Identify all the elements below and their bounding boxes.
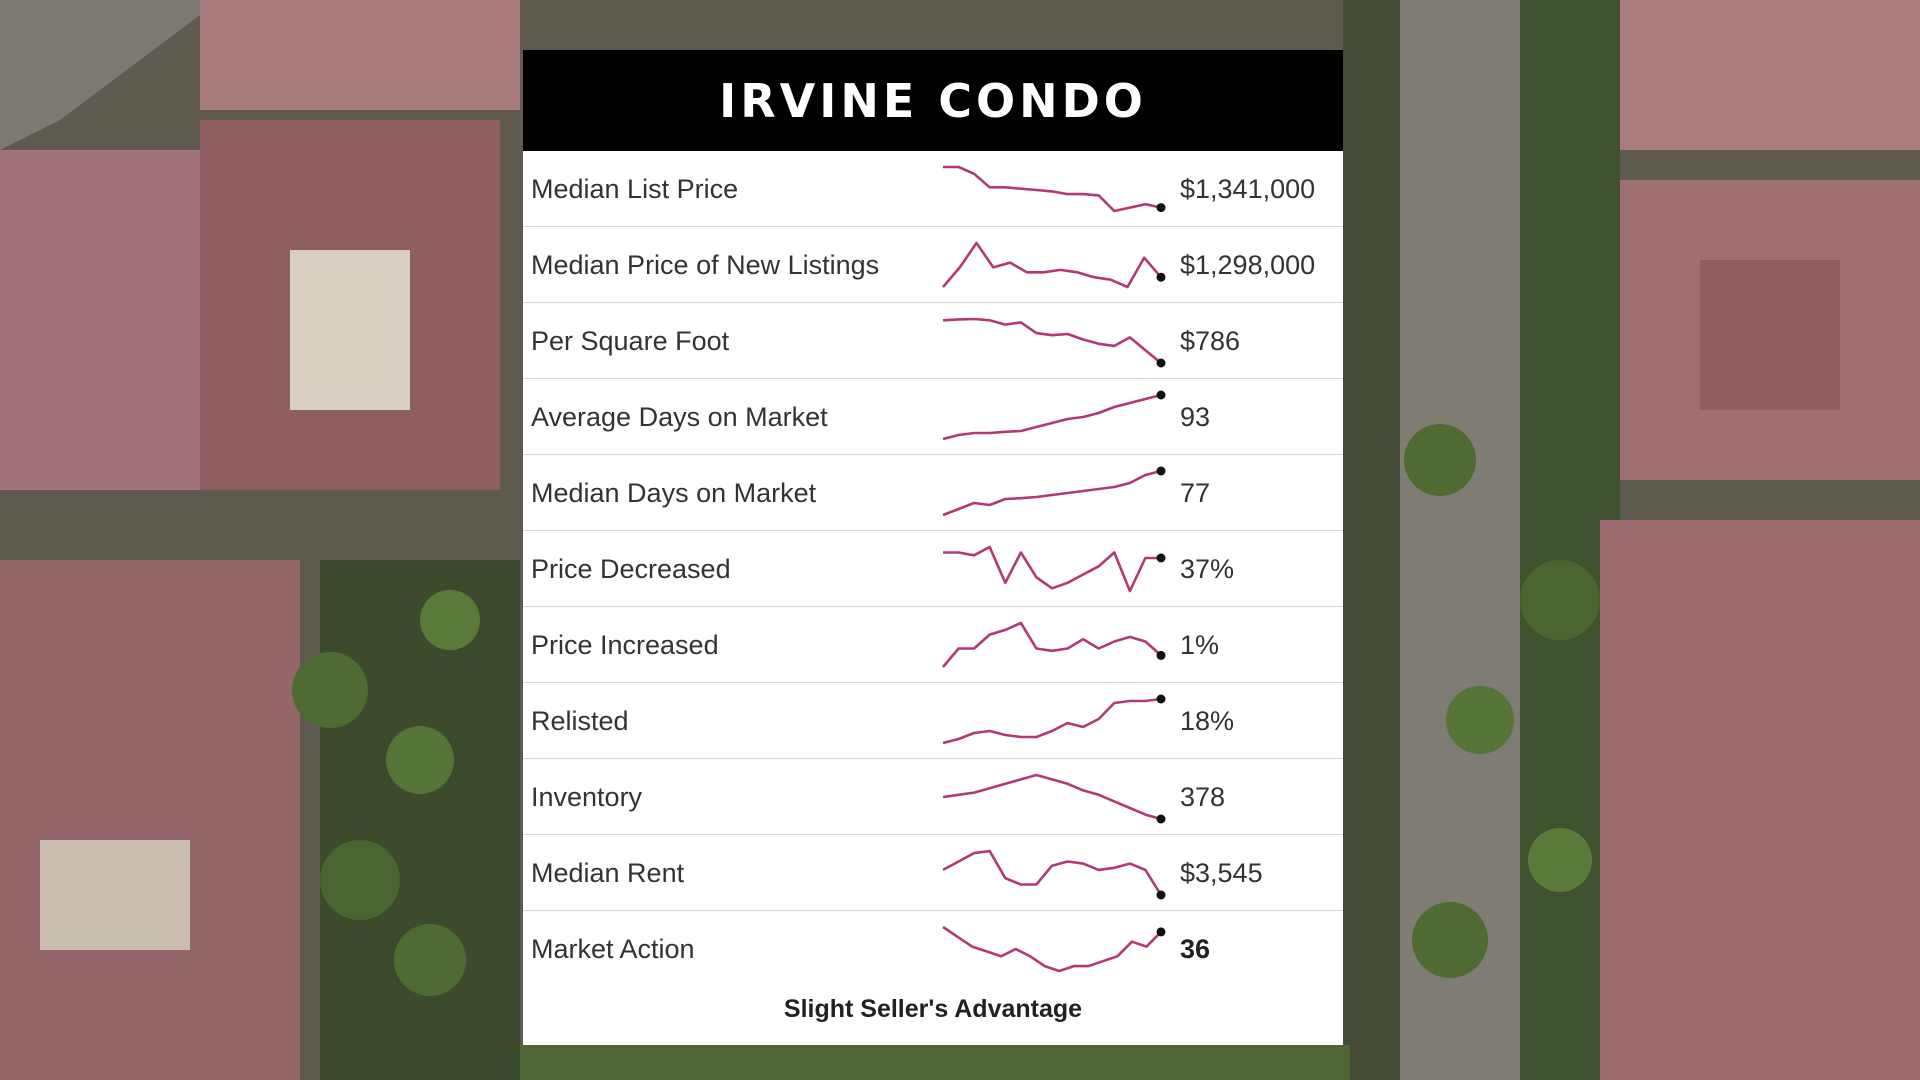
market-stats-card: IRVINE CONDO Median List Price $1,341,000… xyxy=(523,50,1343,1045)
metric-value: 77 xyxy=(1180,478,1211,508)
metric-row: Price Increased 1% xyxy=(523,607,1343,683)
metric-row: Price Decreased 37% xyxy=(523,531,1343,607)
metric-value: $786 xyxy=(1180,326,1241,356)
metric-row: Median List Price $1,341,000 xyxy=(523,151,1343,227)
metric-value: 1% xyxy=(1180,630,1220,660)
metric-label: Median Rent xyxy=(531,858,685,888)
metric-value: $3,545 xyxy=(1180,858,1263,888)
sparkline-series xyxy=(942,317,1162,365)
metric-label: Per Square Foot xyxy=(531,326,730,356)
metric-row: Per Square Foot $786 xyxy=(523,303,1343,379)
metric-value: 37% xyxy=(1180,554,1235,584)
metric-value: 378 xyxy=(1180,782,1226,812)
sparkline-series xyxy=(942,241,1162,289)
sparkline-end-point xyxy=(1156,890,1166,900)
trend-sparkline xyxy=(942,925,1166,973)
sparkline-end-point xyxy=(1156,927,1166,937)
sparkline-series xyxy=(942,773,1162,821)
card-title: IRVINE CONDO xyxy=(719,73,1147,128)
card-header: IRVINE CONDO xyxy=(523,50,1343,151)
sparkline-end-point xyxy=(1156,466,1166,476)
sparkline-series xyxy=(942,469,1162,517)
sparkline-end-point xyxy=(1156,650,1166,660)
sparkline-series xyxy=(942,697,1162,745)
trend-sparkline xyxy=(942,694,1166,745)
trend-sparkline xyxy=(943,545,1166,593)
metric-row: Median Price of New Listings $1,298,000 xyxy=(523,227,1343,303)
metrics-table: Median List Price $1,341,000 Median Price … xyxy=(523,151,1343,987)
market-condition-label: Slight Seller's Advantage xyxy=(783,995,1083,1023)
sparkline-end-point xyxy=(1156,553,1166,563)
sparkline-end-point xyxy=(1156,358,1166,368)
sparkline-series xyxy=(942,849,1163,896)
metric-row: Inventory 378 xyxy=(523,759,1343,835)
metric-label: Median Days on Market xyxy=(531,478,817,508)
metric-value: $1,298,000 xyxy=(1180,250,1316,280)
sparkline-series xyxy=(942,393,1162,441)
metric-value: 36 xyxy=(1180,934,1211,964)
metric-label: Relisted xyxy=(531,706,629,736)
metric-row: Median Rent $3,545 xyxy=(523,835,1343,911)
metric-row: Average Days on Market 93 xyxy=(523,379,1343,455)
sparkline-end-point xyxy=(1156,272,1166,282)
sparkline-end-point xyxy=(1156,694,1166,704)
trend-sparkline xyxy=(942,773,1166,824)
metric-row: Market Action 36 xyxy=(523,911,1343,987)
metric-label: Median List Price xyxy=(531,174,739,204)
metric-label: Price Decreased xyxy=(531,554,731,584)
sparkline-series xyxy=(943,545,1161,593)
metric-label: Inventory xyxy=(531,782,643,812)
trend-sparkline xyxy=(942,241,1166,289)
sparkline-series xyxy=(942,925,1162,973)
sparkline-series xyxy=(942,621,1162,668)
metric-value: $1,341,000 xyxy=(1180,174,1316,204)
trend-sparkline xyxy=(942,849,1166,900)
metric-label: Market Action xyxy=(531,934,695,964)
sparkline-end-point xyxy=(1156,203,1166,213)
metric-label: Median Price of New Listings xyxy=(531,250,880,280)
metric-row: Relisted 18% xyxy=(523,683,1343,759)
trend-sparkline xyxy=(942,317,1166,368)
metric-value: 18% xyxy=(1180,706,1235,736)
metric-row: Median Days on Market 77 xyxy=(523,455,1343,531)
sparkline-end-point xyxy=(1156,814,1166,824)
trend-sparkline xyxy=(942,390,1166,441)
trend-sparkline xyxy=(942,621,1166,668)
sparkline-end-point xyxy=(1156,390,1166,400)
trend-sparkline xyxy=(943,165,1166,213)
sparkline-series xyxy=(943,165,1162,213)
metric-label: Average Days on Market xyxy=(531,402,828,432)
metric-value: 93 xyxy=(1180,402,1211,432)
trend-sparkline xyxy=(942,466,1166,517)
metric-label: Price Increased xyxy=(531,630,719,660)
